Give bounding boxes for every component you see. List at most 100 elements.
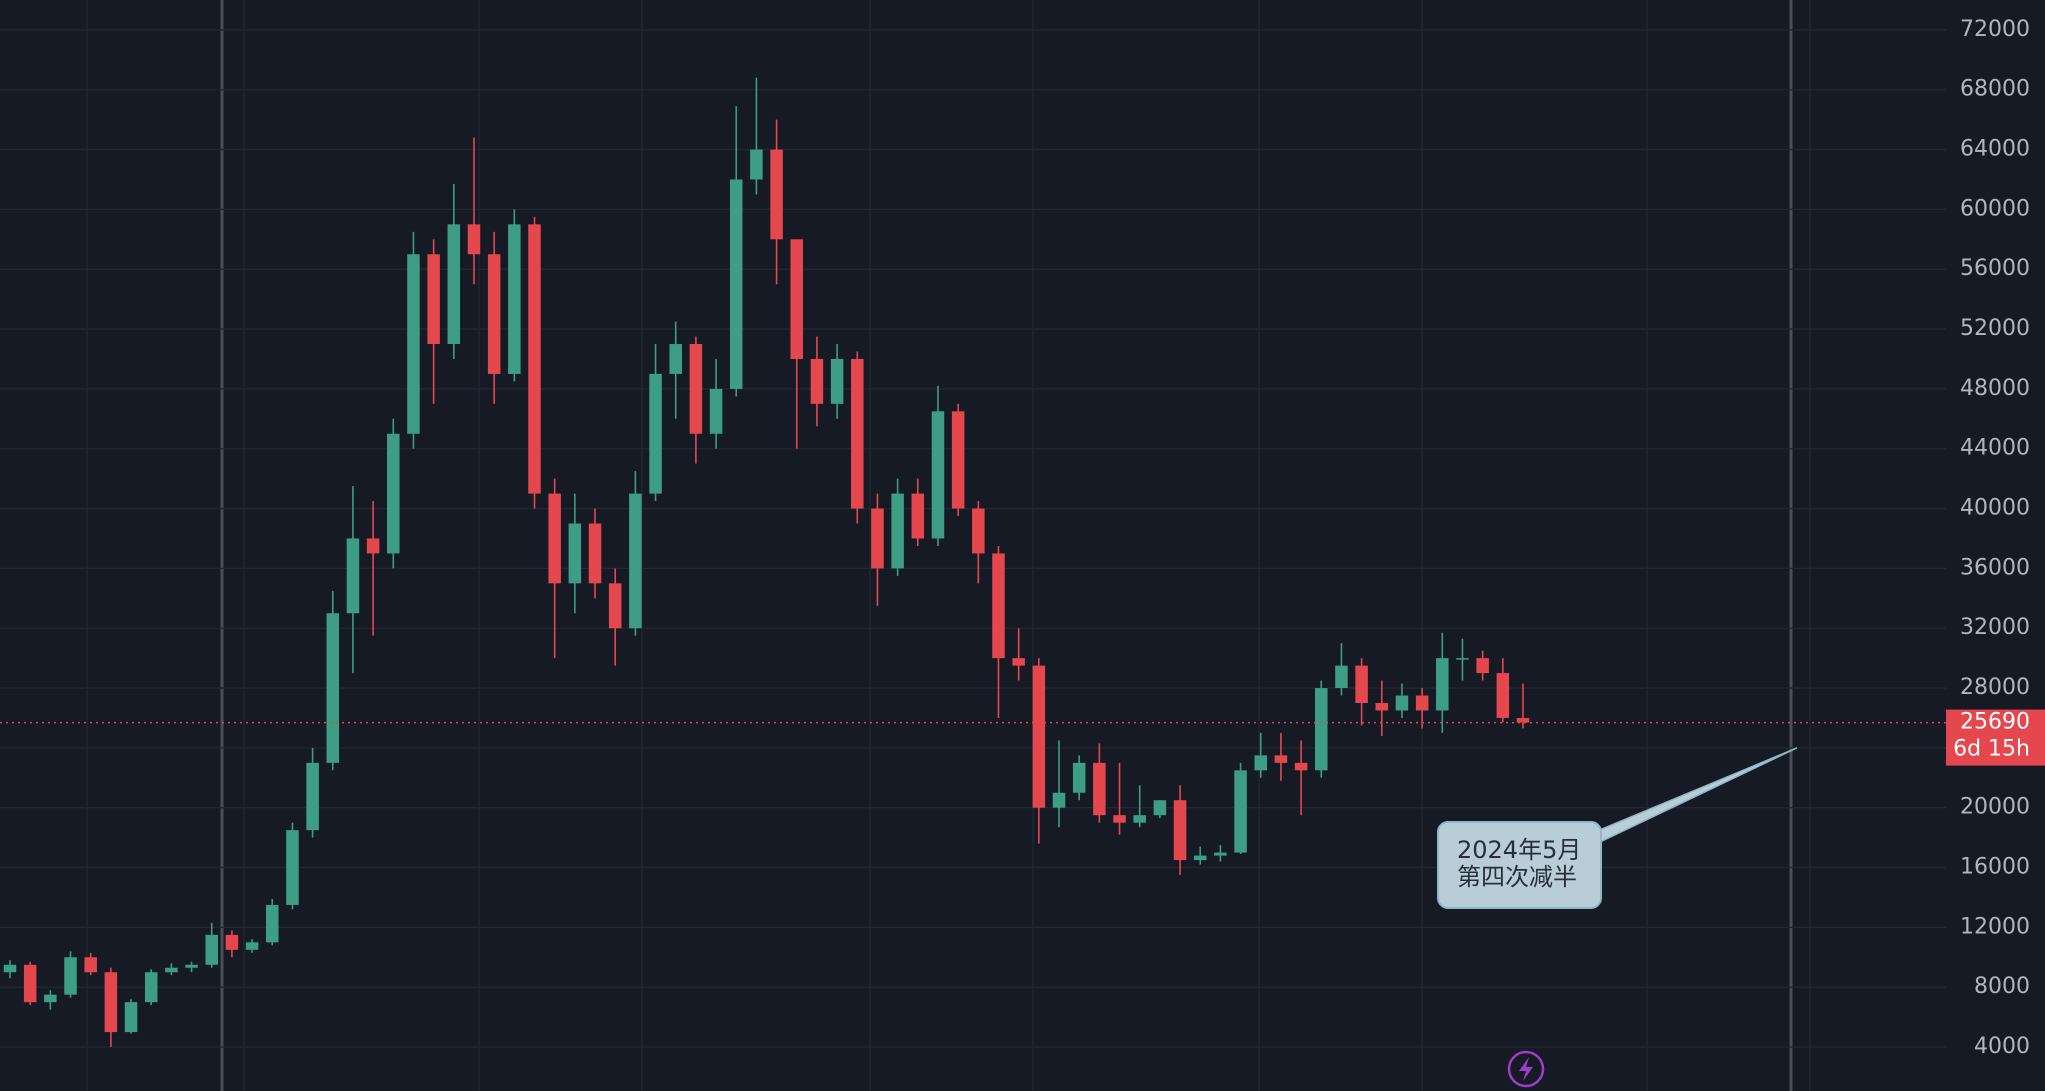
candle-body — [992, 553, 1005, 659]
candle-body — [891, 493, 904, 569]
candle-body — [528, 224, 541, 494]
candle-body — [951, 411, 965, 509]
icon-circle — [1507, 1050, 1545, 1088]
candle-body — [1052, 792, 1066, 808]
callout-text: 2024年5月 — [1457, 836, 1581, 864]
y-tick-label: 16000 — [1960, 855, 2030, 880]
candle-body — [1254, 755, 1268, 771]
candle-body — [3, 964, 17, 973]
vertical-grid — [86, 0, 1811, 1091]
candle-body — [225, 934, 239, 950]
candle-body — [608, 583, 622, 629]
candle-body — [245, 942, 259, 950]
candle-body — [467, 224, 481, 255]
candle-body — [508, 224, 521, 374]
price-label-box — [1946, 709, 2045, 766]
candle-body — [1476, 658, 1489, 674]
callout-pointer — [1588, 747, 1798, 843]
y-tick-label: 60000 — [1960, 196, 2030, 221]
y-tick-label: 44000 — [1960, 436, 2030, 461]
candle-body — [185, 964, 198, 968]
candle-body — [669, 344, 682, 374]
y-tick-label: 72000 — [1960, 17, 2030, 42]
candle-body — [23, 964, 37, 1003]
y-tick-label: 40000 — [1960, 496, 2030, 521]
y-tick-label: 8000 — [1974, 974, 2030, 999]
candle-body — [810, 358, 824, 404]
y-tick-label: 28000 — [1960, 675, 2030, 700]
candle-body — [1173, 800, 1187, 861]
candle-body — [1072, 762, 1086, 793]
last-price-label: 25690 — [1960, 710, 2030, 735]
candle-body — [1234, 770, 1247, 853]
candle-body — [346, 538, 360, 614]
y-tick-label: 68000 — [1960, 77, 2030, 102]
candle-body — [729, 179, 743, 389]
candle-body — [1315, 688, 1328, 771]
countdown-label: 6d 15h — [1953, 737, 2030, 762]
lightning-icon[interactable] — [1507, 1050, 1545, 1088]
candle-body — [1355, 665, 1368, 704]
candle-body — [689, 344, 703, 434]
candle-body — [548, 493, 561, 584]
candle-body — [407, 254, 420, 434]
candle-body — [165, 967, 178, 973]
candle-body — [911, 493, 925, 539]
y-tick-label: 52000 — [1960, 316, 2030, 341]
callout-box — [1437, 821, 1602, 909]
y-tick-label: 12000 — [1960, 914, 2030, 939]
candle-body — [1214, 852, 1227, 856]
candle-body — [750, 149, 763, 180]
candle-body — [427, 254, 440, 345]
candle-body — [1294, 762, 1308, 771]
candle-body — [1274, 755, 1288, 763]
y-tick-label: 48000 — [1960, 376, 2030, 401]
candle-body — [84, 957, 97, 973]
candle-body — [1153, 800, 1167, 816]
candle-body — [1133, 815, 1146, 823]
candle-body — [44, 994, 57, 1003]
candle-body — [931, 411, 945, 539]
candle-body — [871, 508, 884, 569]
y-tick-label: 20000 — [1960, 795, 2030, 820]
candle-body — [649, 373, 662, 494]
candle-body — [144, 972, 158, 1003]
candle-body — [830, 358, 844, 404]
candle-body — [1012, 658, 1025, 666]
candle-body — [1093, 762, 1106, 816]
candle-body — [1335, 665, 1348, 689]
candle-body — [1456, 658, 1469, 660]
candle-body — [629, 493, 642, 629]
icon-bolt — [1519, 1057, 1533, 1081]
candle-body — [1113, 815, 1126, 823]
candle-body — [1496, 673, 1510, 718]
candle-body — [770, 149, 783, 240]
y-tick-label: 64000 — [1960, 137, 2030, 162]
candle-body — [286, 830, 299, 905]
callout-text: 第四次减半 — [1457, 863, 1577, 891]
candle-body — [124, 1002, 138, 1033]
candle-body — [1032, 665, 1046, 808]
y-tick-label: 36000 — [1960, 555, 2030, 580]
candle-body — [851, 358, 864, 509]
candle-body — [306, 762, 319, 831]
candle-body — [588, 523, 602, 584]
candle-body — [972, 508, 985, 554]
candle-body — [1516, 717, 1530, 723]
candle-body — [104, 972, 118, 1033]
y-tick-label: 4000 — [1974, 1034, 2030, 1059]
candle-body — [387, 433, 400, 554]
candle-body — [1375, 703, 1389, 711]
candle-body — [1395, 695, 1409, 711]
candle-body — [1193, 855, 1207, 861]
candle-body — [205, 934, 218, 965]
candle-body — [447, 224, 461, 345]
candle-body — [1436, 658, 1449, 711]
candle-body — [568, 523, 582, 584]
candle-body — [64, 957, 77, 995]
y-tick-label: 56000 — [1960, 256, 2030, 281]
candle-body — [709, 388, 723, 434]
candle-body — [366, 538, 380, 554]
